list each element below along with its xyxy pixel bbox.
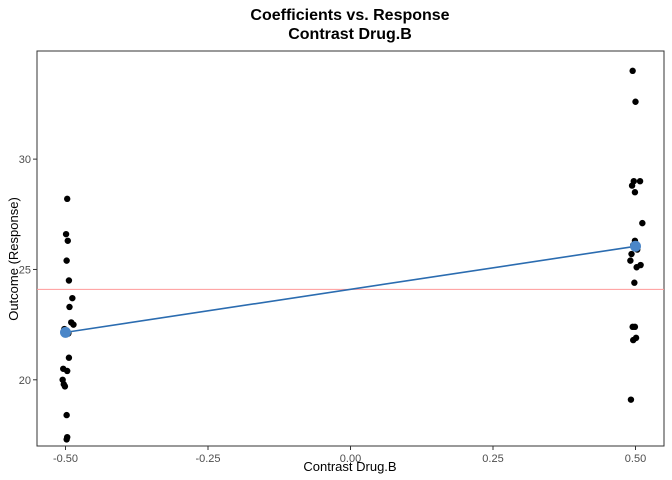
data-points <box>59 67 646 443</box>
data-point <box>629 67 636 75</box>
data-point <box>70 321 77 328</box>
data-point <box>636 177 644 185</box>
x-tick-label: 0.25 <box>482 453 503 465</box>
y-tick-label: 20 <box>19 375 31 387</box>
data-point <box>63 436 70 443</box>
x-tick-label: 0.50 <box>625 453 646 465</box>
x-axis-label: Contrast Drug.B <box>303 459 396 474</box>
data-point <box>64 195 71 203</box>
data-point <box>631 279 638 286</box>
data-point <box>630 336 637 344</box>
chart-subtitle: Contrast Drug.B <box>288 26 412 43</box>
data-point <box>628 250 635 258</box>
x-axis: -0.50 -0.25 0.00 0.25 0.50 <box>53 446 646 465</box>
data-point <box>632 98 639 105</box>
data-point <box>61 383 69 390</box>
group-mean-point <box>60 326 71 338</box>
data-point <box>631 189 639 196</box>
x-tick-label: -0.50 <box>53 453 78 465</box>
y-axis: 20 25 30 <box>19 154 37 387</box>
data-point <box>65 277 73 284</box>
data-point <box>63 257 70 264</box>
data-point <box>627 396 635 403</box>
data-point <box>63 411 70 419</box>
data-point <box>66 303 73 311</box>
x-tick-label: 0.00 <box>340 453 361 465</box>
data-point <box>627 257 634 264</box>
fit-line <box>65 245 636 334</box>
data-point <box>639 219 646 227</box>
data-point <box>64 367 71 375</box>
data-point <box>64 237 71 244</box>
data-point <box>69 294 76 302</box>
group-mean-point <box>630 240 641 252</box>
data-point <box>628 182 636 189</box>
data-point <box>62 230 70 238</box>
y-axis-label: Outcome (Response) <box>6 197 21 321</box>
y-tick-label: 30 <box>19 154 31 166</box>
chart-title: Coefficients vs. Response <box>250 7 449 24</box>
plot-panel <box>36 50 665 447</box>
data-point <box>65 354 73 361</box>
x-tick-label: -0.25 <box>195 453 220 465</box>
data-point <box>633 264 640 271</box>
data-point <box>631 323 639 331</box>
y-tick-label: 25 <box>19 264 31 276</box>
group-means <box>60 240 641 338</box>
